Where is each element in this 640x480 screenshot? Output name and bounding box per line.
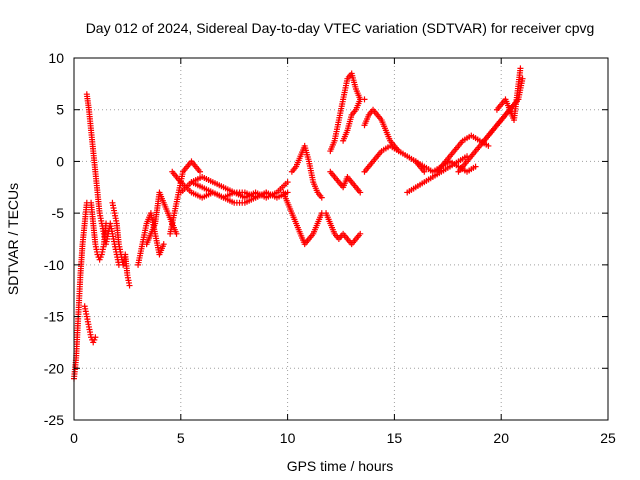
data-point (357, 189, 364, 196)
y-tick-label: -20 (44, 360, 64, 376)
plot-frame (73, 57, 609, 421)
chart-title: Day 012 of 2024, Sidereal Day-to-day VTE… (86, 20, 595, 36)
axis-ticks: 0 5 10 15 20 25 10 5 0 -5 -10 -15 -20 -25 (44, 50, 616, 446)
x-tick-label: 25 (600, 430, 616, 446)
data-point (197, 168, 204, 175)
x-tick-label: 15 (387, 430, 403, 446)
y-axis-label: SDTVAR / TECUs (5, 183, 21, 295)
data-point (517, 65, 524, 72)
data-point (519, 75, 526, 82)
data-point (92, 334, 99, 341)
data-point (485, 142, 492, 149)
y-tick-label: -5 (52, 205, 65, 221)
data-point (472, 163, 479, 170)
data-point (361, 96, 368, 103)
y-tick-label: 10 (48, 50, 64, 66)
x-axis-label: GPS time / hours (287, 458, 394, 474)
data-point (160, 241, 167, 248)
data-point (421, 168, 428, 175)
data-point (318, 194, 325, 201)
data-point (103, 220, 110, 227)
y-tick-label: -25 (44, 412, 64, 428)
y-tick-label: -10 (44, 257, 64, 273)
x-tick-label: 5 (177, 430, 185, 446)
data-point (284, 179, 291, 186)
y-tick-label: 5 (56, 102, 64, 118)
data-point (126, 282, 133, 289)
x-tick-label: 0 (70, 430, 78, 446)
data-point (357, 230, 364, 237)
data-point (173, 230, 180, 237)
x-tick-label: 20 (493, 430, 509, 446)
data-points (71, 65, 526, 382)
y-tick-label: 0 (56, 153, 64, 169)
x-tick-label: 10 (280, 430, 296, 446)
y-tick-label: -15 (44, 309, 64, 325)
